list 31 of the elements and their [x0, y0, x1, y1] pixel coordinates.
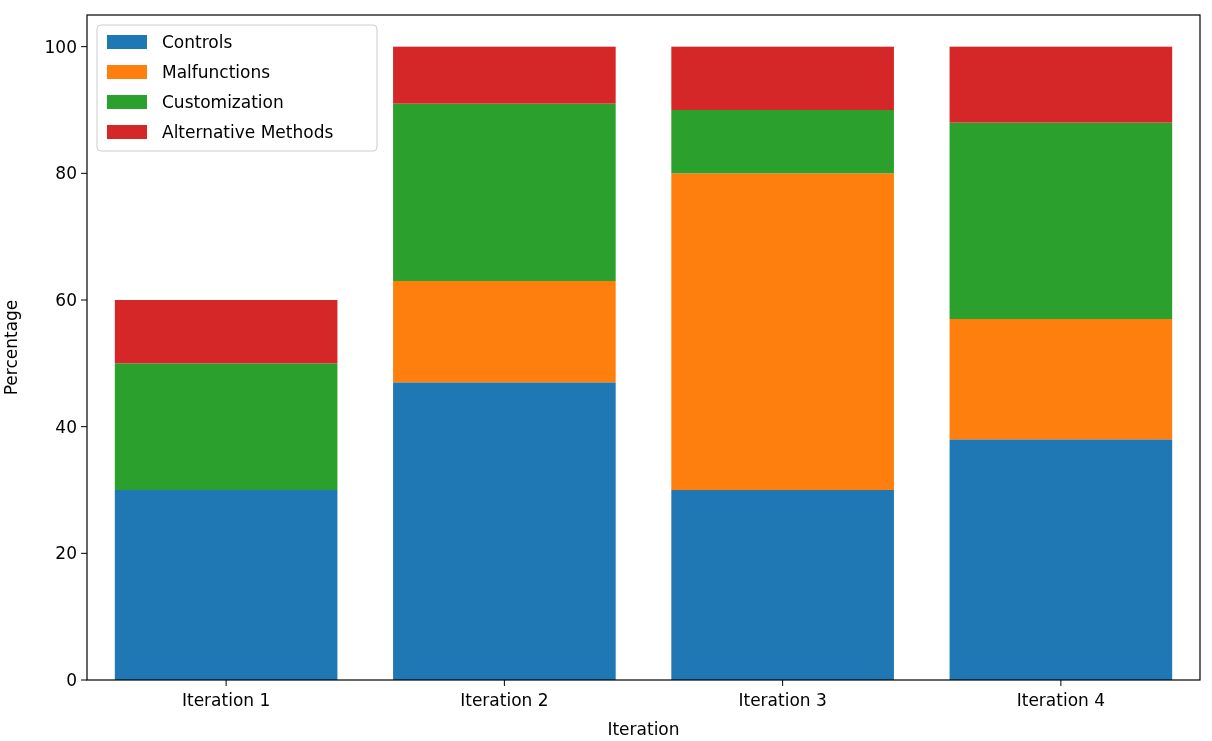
bar	[671, 110, 894, 174]
legend-label: Controls	[162, 31, 233, 52]
bar	[671, 173, 894, 490]
legend-label: Customization	[162, 91, 284, 112]
bar	[393, 382, 616, 680]
y-tick-label: 0	[66, 669, 77, 690]
bar	[949, 46, 1173, 123]
legend-label: Malfunctions	[162, 61, 271, 82]
bar	[949, 122, 1173, 319]
x-tick-label: Iteration 3	[738, 690, 827, 710]
bar	[393, 281, 616, 383]
bar	[393, 103, 616, 281]
bar	[671, 490, 894, 680]
y-tick-label: 60	[55, 289, 77, 310]
y-axis-title: Percentage	[1, 299, 21, 396]
y-tick-label: 80	[55, 163, 77, 184]
x-tick-label: Iteration 2	[460, 690, 549, 710]
bar	[114, 300, 338, 364]
bar	[114, 363, 338, 490]
y-tick-label: 100	[44, 36, 77, 57]
x-tick-label: Iteration 4	[1016, 690, 1106, 710]
legend-label: Alternative Methods	[162, 121, 334, 142]
bar	[114, 490, 338, 680]
y-tick-label: 40	[55, 416, 77, 437]
x-tick-label: Iteration 1	[181, 690, 271, 710]
y-tick-label: 20	[55, 543, 77, 564]
bar	[949, 319, 1173, 440]
bar	[949, 439, 1173, 680]
x-axis-title: Iteration	[607, 719, 680, 739]
bar	[393, 46, 616, 104]
bar	[671, 46, 894, 110]
